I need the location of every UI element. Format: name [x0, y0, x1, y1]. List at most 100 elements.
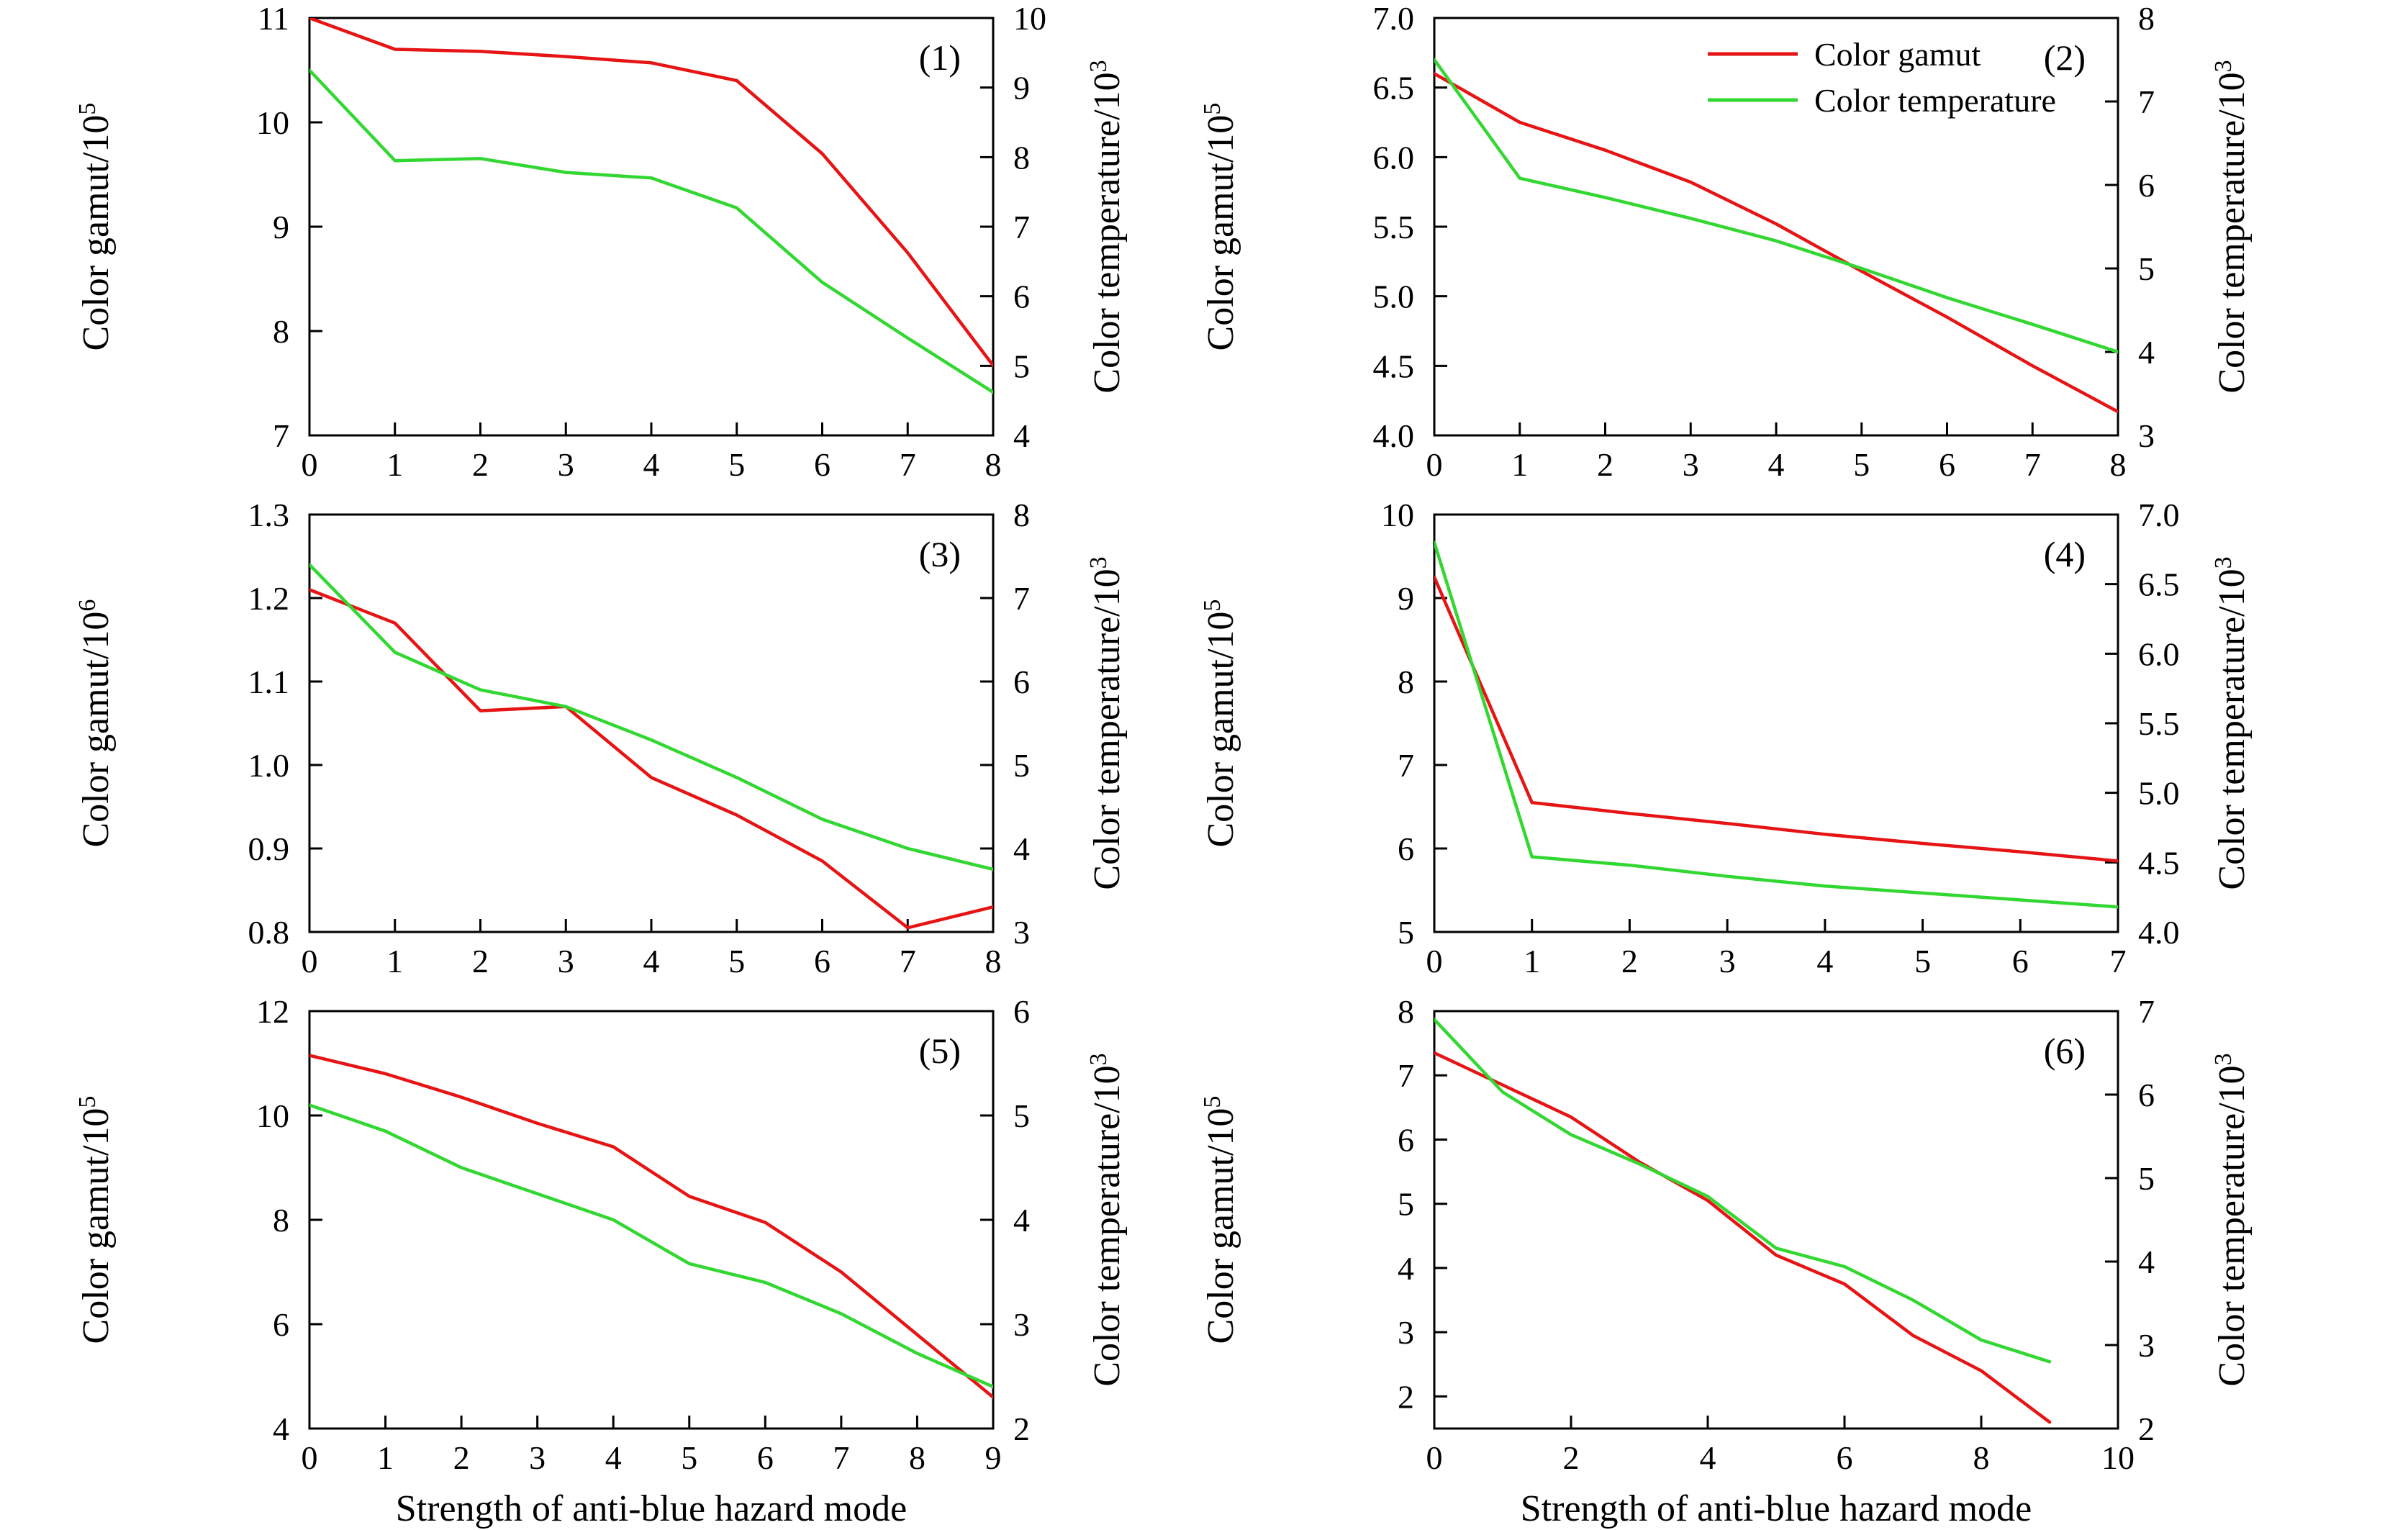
panel-label: (5) — [919, 1031, 961, 1071]
plot-frame — [1433, 17, 2119, 437]
x-axis-tick-label: 7 — [2110, 943, 2127, 979]
x-axis-tick-label: 4 — [643, 943, 660, 979]
panel-svg-1: 7 8 9 10 11 4 5 6 7 8 9 10 0 1 2 3 4 5 6 7 8 Color gamut/105 C… — [74, 0, 1128, 483]
series-line-color-temperature — [1434, 1018, 2052, 1364]
plot-frame — [1433, 513, 2119, 933]
plot-frame — [1433, 1010, 2119, 1430]
right-axis-tick-label: 6 — [1013, 993, 1030, 1030]
left-axis-title: Color gamut/105 — [74, 1096, 117, 1344]
x-axis-tick-label: 5 — [1853, 446, 1870, 483]
right-axis-tick-label: 2 — [2138, 1411, 2155, 1447]
left-axis-tick-label: 0.8 — [248, 914, 290, 951]
left-axis-title: Color gamut/105 — [74, 103, 117, 351]
x-axis-tick-label: 3 — [558, 943, 574, 979]
legend-label: Color temperature — [1814, 82, 2056, 119]
left-axis-tick-label: 5.0 — [1373, 279, 1415, 315]
x-axis-tick-label: 3 — [529, 1439, 546, 1476]
x-axis-tick-label: 0 — [302, 1439, 318, 1476]
x-axis-tick-label: 8 — [985, 446, 1002, 483]
x-axis-tick-label: 4 — [643, 446, 660, 483]
x-axis-tick-label: 7 — [900, 943, 916, 979]
x-axis-tick-label: 8 — [1973, 1439, 1990, 1476]
series-line-color-gamut — [1434, 575, 2118, 863]
left-axis-tick-label: 4 — [273, 1411, 289, 1447]
right-axis-tick-label: 7 — [1013, 580, 1030, 617]
left-axis-tick-label: 4.5 — [1373, 348, 1415, 384]
left-axis-tick-label: 7 — [1398, 747, 1414, 784]
x-axis-tick-label: 2 — [472, 446, 489, 483]
right-axis-tick-label: 7 — [2138, 83, 2155, 120]
right-axis-tick-label: 5 — [1013, 747, 1030, 784]
left-axis-title: Color gamut/105 — [1204, 103, 1241, 351]
series-line-color-gamut — [309, 1054, 993, 1399]
x-axis-tick-label: 1 — [377, 1439, 394, 1476]
left-axis-tick-label: 6 — [1398, 830, 1414, 867]
right-axis-tick-label: 10 — [1013, 0, 1046, 37]
legend-label: Color gamut — [1814, 36, 1981, 73]
left-axis-tick-label: 1.2 — [248, 580, 290, 617]
series-line-color-temperature — [1434, 58, 2118, 354]
right-axis-tick-label: 8 — [2138, 0, 2155, 37]
right-axis-tick-label: 2 — [1013, 1411, 1030, 1447]
panel-label: (4) — [2044, 534, 2086, 574]
left-axis-title: Color gamut/105 — [1204, 599, 1241, 848]
x-axis-tick-label: 5 — [1914, 943, 1931, 979]
right-axis-title: Color temperature/103 — [2210, 1053, 2253, 1386]
panel-2: 4.0 4.5 5.0 5.5 6.0 6.5 7.0 3 4 5 6 7 8 0 1 2 3 4 5 6 7 8 Colo… — [1204, 0, 2408, 497]
left-axis-tick-label: 6 — [1398, 1121, 1414, 1158]
x-axis-tick-label: 6 — [757, 1439, 774, 1476]
right-axis-tick-label: 4 — [2138, 334, 2155, 371]
panel-1: 7 8 9 10 11 4 5 6 7 8 9 10 0 1 2 3 4 5 6 7 8 Color gamut/105 C… — [0, 0, 1204, 497]
left-axis-tick-label: 5 — [1398, 914, 1414, 951]
x-axis-tick-label: 4 — [1816, 943, 1833, 979]
panel-label: (2) — [2044, 37, 2086, 78]
x-axis-tick-label: 6 — [814, 943, 830, 979]
x-axis-tick-label: 4 — [1700, 1439, 1716, 1476]
right-axis-title: Color temperature/103 — [1085, 556, 1128, 890]
x-axis-tick-label: 1 — [1524, 943, 1540, 979]
panel-4: 5 6 7 8 9 10 4.0 4.5 5.0 5.5 6.0 6.5 7.0 0 1 2 3 4 5 6 7 Colo… — [1204, 497, 2408, 993]
right-axis-tick-label: 6 — [1013, 664, 1030, 700]
left-axis-tick-label: 10 — [256, 1097, 289, 1134]
right-axis-tick-label: 5.0 — [2138, 775, 2180, 812]
right-axis-tick-label: 5 — [1013, 1097, 1030, 1134]
right-axis-tick-label: 6.0 — [2138, 635, 2180, 672]
left-axis-tick-label: 1.3 — [248, 497, 290, 533]
x-axis-title: Strength of anti-blue hazard mode — [396, 1488, 907, 1529]
right-axis-tick-label: 7.0 — [2138, 497, 2180, 533]
x-axis-title: Strength of anti-blue hazard mode — [1521, 1488, 2032, 1529]
left-axis-title: Color gamut/106 — [74, 599, 117, 848]
right-axis-tick-label: 5.5 — [2138, 705, 2180, 742]
right-axis-tick-label: 9 — [1013, 70, 1030, 107]
plot-frame — [308, 1010, 995, 1430]
x-axis-tick-label: 8 — [909, 1439, 925, 1476]
left-axis-tick-label: 7 — [1398, 1057, 1414, 1094]
left-axis-tick-label: 12 — [256, 993, 289, 1030]
x-axis-tick-label: 6 — [814, 446, 830, 483]
series-line-color-temperature — [309, 68, 993, 394]
right-axis-title: Color temperature/103 — [2210, 60, 2253, 393]
right-axis-tick-label: 6 — [2138, 1077, 2155, 1113]
x-axis-tick-label: 8 — [985, 943, 1002, 979]
panel-label: (3) — [919, 534, 961, 574]
series-line-color-temperature — [309, 563, 993, 872]
panel-svg-4: 5 6 7 8 9 10 4.0 4.5 5.0 5.5 6.0 6.5 7.0 0 1 2 3 4 5 6 7 Colo… — [1204, 497, 2253, 979]
x-axis-tick-label: 0 — [1426, 446, 1443, 483]
panel-svg-3: 0.8 0.9 1.0 1.1 1.2 1.3 3 4 5 6 7 8 0 1 2 3 4 5 6 7 8 Color g… — [74, 497, 1128, 979]
x-axis-tick-label: 0 — [1426, 943, 1443, 979]
right-axis-tick-label: 4.0 — [2138, 914, 2180, 951]
x-axis-tick-label: 5 — [728, 943, 745, 979]
left-axis-tick-label: 1.0 — [248, 747, 290, 784]
plot-frame — [308, 17, 995, 437]
right-axis-tick-label: 3 — [1013, 1306, 1030, 1343]
right-axis-tick-label: 5 — [1013, 348, 1030, 384]
x-axis-tick-label: 5 — [681, 1439, 697, 1476]
x-axis-tick-label: 2 — [1597, 446, 1613, 483]
x-axis-tick-label: 9 — [985, 1439, 1002, 1476]
left-axis-tick-label: 6 — [273, 1306, 289, 1343]
x-axis-tick-label: 4 — [605, 1439, 622, 1476]
x-axis-tick-label: 7 — [2024, 446, 2041, 483]
x-axis-tick-label: 0 — [302, 446, 318, 483]
